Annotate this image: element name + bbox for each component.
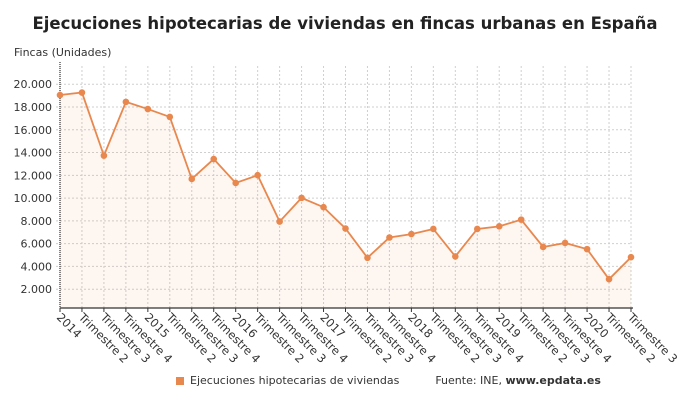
data-point (144, 105, 152, 113)
data-point (539, 243, 547, 251)
source-site: www.epdata.es (505, 374, 601, 387)
legend-swatch (176, 376, 184, 385)
y-tick-label: 8.000 (21, 215, 53, 228)
legend-label: Ejecuciones hipotecarias de viviendas (190, 374, 400, 387)
source-note: Fuente: INE, www.epdata.es (435, 374, 601, 387)
data-point (320, 203, 327, 211)
y-tick-label: 14.000 (14, 147, 53, 160)
data-point (583, 245, 591, 253)
data-point (561, 239, 569, 247)
data-point (430, 225, 437, 233)
y-tick-label: 6.000 (21, 238, 53, 251)
y-tick-label: 4.000 (21, 260, 53, 273)
data-point (276, 218, 283, 225)
y-axis-label: Fincas (Unidades) (14, 46, 112, 59)
y-tick-label: 12.000 (14, 169, 53, 182)
data-point (495, 223, 503, 230)
data-point (342, 225, 349, 232)
y-tick-label: 10.000 (14, 192, 53, 205)
data-point (473, 225, 481, 233)
data-point (386, 234, 393, 241)
y-tick-label: 18.000 (14, 101, 53, 114)
data-point (100, 152, 108, 159)
data-point (408, 230, 415, 238)
y-tick-label: 2.000 (21, 283, 53, 296)
data-point (210, 155, 218, 163)
data-point (298, 194, 305, 202)
data-point (254, 171, 261, 179)
data-point (56, 91, 64, 99)
data-point (517, 216, 525, 223)
data-point (188, 175, 196, 183)
data-point (232, 179, 239, 187)
data-point (605, 275, 613, 283)
data-point (627, 253, 635, 261)
y-tick-label: 20.000 (14, 78, 53, 91)
chart-title: Ejecuciones hipotecarias de viviendas en… (32, 14, 658, 33)
series-area (60, 92, 631, 308)
data-point (452, 253, 459, 260)
data-point (122, 98, 130, 106)
source-label: Fuente: INE, (435, 374, 502, 387)
legend: Ejecuciones hipotecarias de viviendas Fu… (176, 374, 601, 387)
data-point (364, 254, 371, 262)
data-point (166, 113, 174, 121)
y-tick-label: 16.000 (14, 124, 53, 137)
data-point (78, 89, 86, 96)
